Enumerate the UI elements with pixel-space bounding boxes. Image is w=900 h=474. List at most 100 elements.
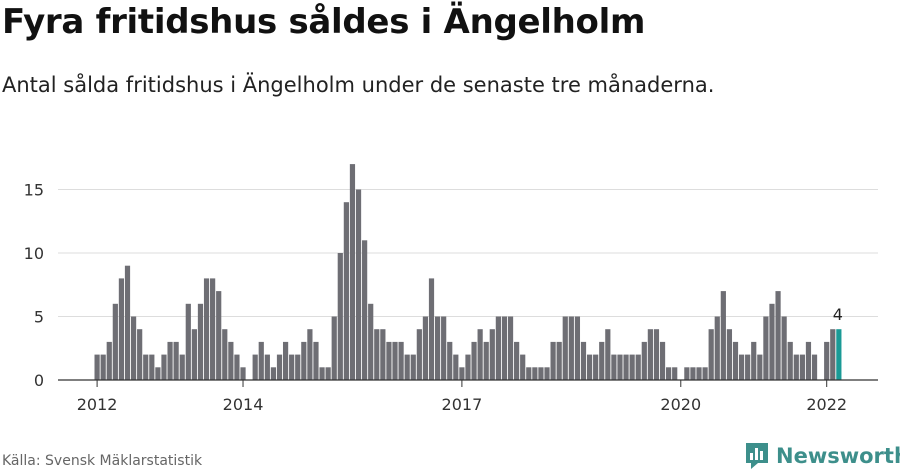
bar xyxy=(599,341,605,380)
bar xyxy=(386,341,392,380)
y-tick-label-10: 10 xyxy=(24,244,44,263)
bar xyxy=(331,316,337,380)
bar xyxy=(495,316,501,380)
bar xyxy=(586,354,593,380)
bar xyxy=(763,316,769,380)
bar xyxy=(787,341,793,380)
bar xyxy=(629,354,635,380)
bar xyxy=(690,367,696,380)
bar xyxy=(520,354,526,380)
bar xyxy=(465,354,471,380)
bar xyxy=(483,341,489,380)
bar xyxy=(362,240,368,380)
gridlines xyxy=(58,189,878,317)
bar xyxy=(489,329,495,380)
bar xyxy=(501,316,508,380)
bar xyxy=(526,367,532,380)
bar xyxy=(270,367,277,380)
bar xyxy=(179,354,185,380)
bar xyxy=(611,354,617,380)
bar xyxy=(641,341,647,380)
bar xyxy=(550,341,556,380)
bar xyxy=(94,354,100,380)
bar xyxy=(769,303,775,380)
bar xyxy=(398,341,404,380)
bar xyxy=(155,367,161,380)
bar xyxy=(623,354,629,380)
y-tick-label-0: 0 xyxy=(34,371,44,390)
bar xyxy=(574,316,581,380)
bar xyxy=(805,341,812,380)
bar xyxy=(453,354,459,380)
bar xyxy=(349,164,356,380)
bar xyxy=(410,354,416,380)
bar xyxy=(143,354,149,380)
bar xyxy=(647,329,653,380)
bar xyxy=(100,354,106,380)
bar xyxy=(337,253,343,380)
bar xyxy=(149,354,155,380)
bar xyxy=(514,341,520,380)
bar xyxy=(374,329,380,380)
bar xyxy=(380,329,386,380)
bar xyxy=(702,367,708,380)
bar xyxy=(434,316,441,380)
bar xyxy=(289,354,295,380)
bar xyxy=(745,354,751,380)
bar xyxy=(355,189,362,380)
bar xyxy=(532,367,538,380)
bars xyxy=(94,164,842,380)
bar xyxy=(343,202,349,380)
bar xyxy=(282,341,289,380)
bar xyxy=(301,341,307,380)
bar xyxy=(811,354,818,380)
y-tick-label-15: 15 xyxy=(24,181,44,200)
bar xyxy=(216,291,222,380)
y-tick-label-5: 5 xyxy=(34,308,44,327)
bar xyxy=(319,367,325,380)
x-tick-label-2020: 2020 xyxy=(660,395,701,414)
bar xyxy=(422,316,429,380)
bar xyxy=(684,367,690,380)
bar xyxy=(404,354,410,380)
chart-subtitle: Antal sålda fritidshus i Ängelholm under… xyxy=(2,73,715,97)
bar xyxy=(635,354,641,380)
bar xyxy=(538,367,544,380)
bar xyxy=(161,354,167,380)
bar xyxy=(307,329,313,380)
axes: 0 5 10 15 4 2012 2014 2017 2020 2022 xyxy=(24,181,878,414)
bar xyxy=(240,367,246,380)
bar xyxy=(732,341,739,380)
bar xyxy=(210,278,216,380)
x-tick-label-2014: 2014 xyxy=(223,395,264,414)
bar xyxy=(726,329,733,380)
bar xyxy=(295,354,301,380)
bar xyxy=(191,329,197,380)
bar xyxy=(824,341,830,380)
brand-logo: Newsworthy xyxy=(744,441,900,471)
bar xyxy=(124,265,131,380)
bar xyxy=(471,341,477,380)
bar xyxy=(185,303,191,380)
bar xyxy=(441,316,447,380)
bar xyxy=(447,341,453,380)
bar xyxy=(696,367,702,380)
bar xyxy=(556,341,562,380)
bar xyxy=(258,341,264,380)
chart-title: Fyra fritidshus såldes i Ängelholm xyxy=(2,2,646,42)
bar xyxy=(252,354,258,380)
bar xyxy=(313,341,319,380)
bar xyxy=(659,341,666,380)
bar xyxy=(617,354,623,380)
bar xyxy=(234,354,240,380)
bar xyxy=(605,329,611,380)
x-tick-label-2022: 2022 xyxy=(806,395,847,414)
bar xyxy=(112,303,118,380)
bar xyxy=(477,329,483,380)
bar xyxy=(793,354,799,380)
newsworthy-logo-icon xyxy=(746,443,768,469)
bar xyxy=(720,291,726,380)
x-tick-label-2017: 2017 xyxy=(442,395,483,414)
bar xyxy=(264,354,270,380)
